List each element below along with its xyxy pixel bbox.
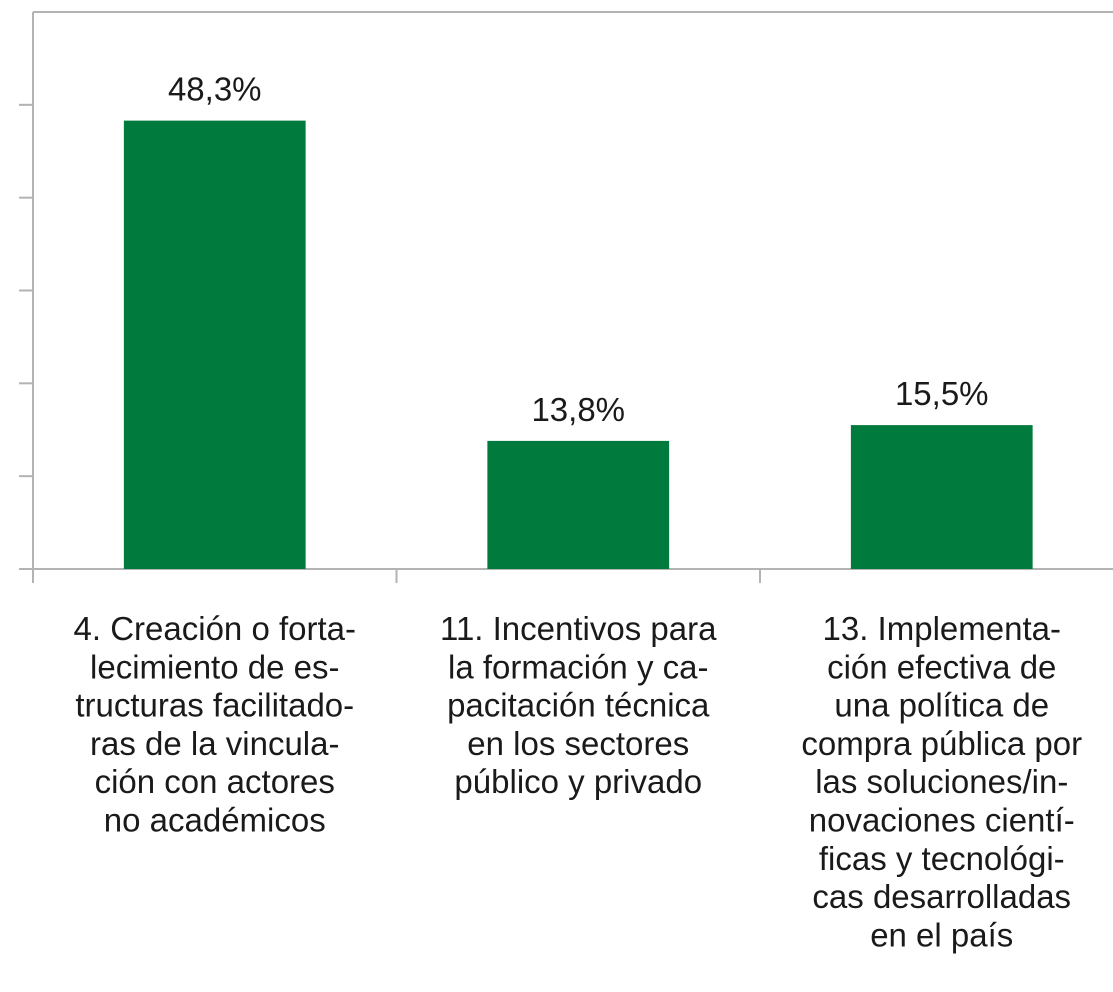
x-tick-label: ción con actores	[95, 763, 335, 800]
x-tick-label: 13. Implementa-	[823, 610, 1061, 647]
x-tick-label: ras de la vincula-	[90, 725, 339, 762]
x-tick-label: una política de	[834, 687, 1049, 724]
x-tick-label: ción efectiva de	[827, 648, 1056, 685]
x-tick-label: compra pública por	[801, 725, 1082, 762]
bar	[487, 440, 670, 569]
x-tick-label: las soluciones/in-	[815, 763, 1068, 800]
x-tick-label: cas desarrolladas	[812, 878, 1071, 915]
x-tick-label: lecimiento de es-	[90, 648, 339, 685]
x-tick-label: la formación y ca-	[448, 648, 708, 685]
x-tick-label: tructuras facilitado-	[75, 687, 354, 724]
x-tick-label: no académicos	[104, 802, 326, 839]
x-tick-label: ficas y tecnológi-	[819, 840, 1065, 877]
x-tick-label: pacitación técnica	[447, 687, 710, 724]
x-tick-label: público y privado	[454, 763, 702, 800]
x-tick-label: 11. Incentivos para	[440, 610, 717, 647]
value-label: 48,3%	[168, 71, 262, 108]
bar	[123, 120, 306, 570]
value-label: 15,5%	[895, 375, 989, 412]
x-tick-label: en el país	[870, 916, 1013, 953]
x-tick-label: 4. Creación o forta-	[74, 610, 356, 647]
x-tick-label: en los sectores	[467, 725, 689, 762]
value-label: 13,8%	[531, 391, 625, 428]
bar	[850, 425, 1033, 569]
x-tick-label: novaciones cientí-	[809, 802, 1075, 839]
